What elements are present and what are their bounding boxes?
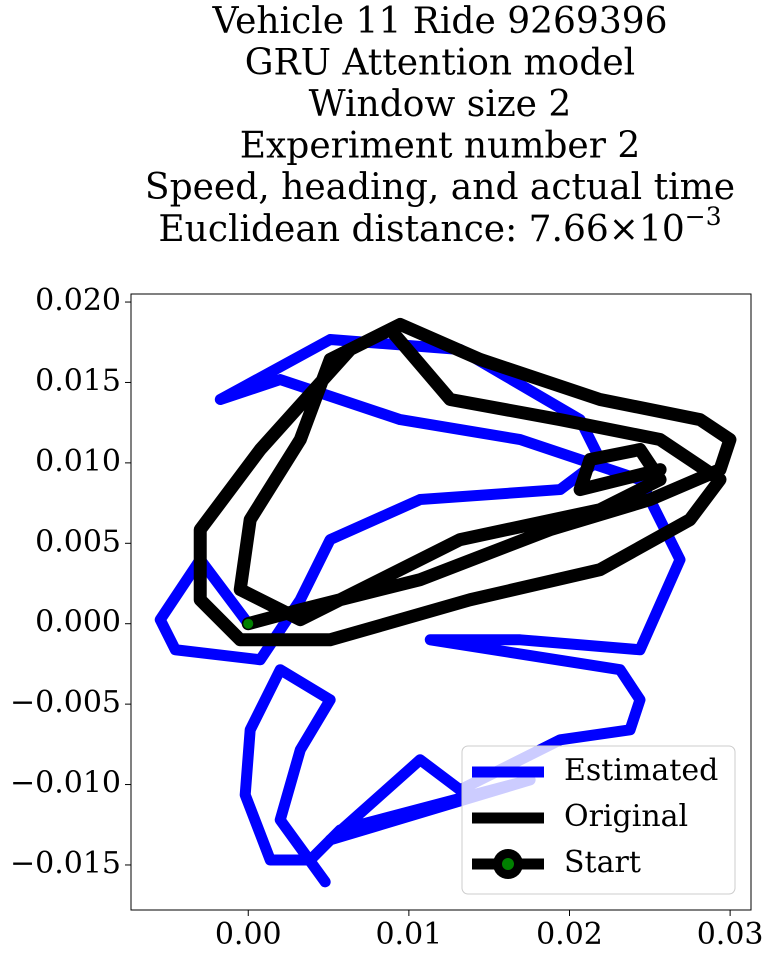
chart-subtitle: Euclidean distance: 7.66×10−3 (158, 202, 721, 251)
start-marker (242, 617, 255, 630)
y-tick-label: 0.010 (35, 444, 121, 479)
y-tick-label: 0.020 (35, 283, 121, 318)
chart-title: Vehicle 11 Ride 9269396 (211, 1, 667, 42)
legend-marker (502, 858, 514, 870)
x-tick-label: 0.01 (375, 917, 442, 952)
legend-label: Estimated (564, 753, 718, 788)
series-line (193, 317, 737, 647)
subtitle-text: Euclidean distance: 7.66×10 (158, 209, 684, 250)
y-tick-label: 0.015 (35, 363, 121, 398)
y-tick-label: −0.015 (10, 846, 121, 881)
legend-label: Original (564, 799, 688, 834)
plot-frame (130, 293, 752, 911)
chart-title: Window size 2 (309, 84, 572, 125)
chart-title: Speed, heading, and actual time (145, 167, 735, 208)
x-tick-label: 0.02 (536, 917, 603, 952)
subtitle-exponent: −3 (685, 202, 722, 231)
y-tick-label: 0.000 (35, 605, 121, 640)
x-tick-label: 0.03 (697, 917, 764, 952)
chart-title: Experiment number 2 (240, 126, 641, 167)
series-line (154, 334, 686, 888)
chart-title: GRU Attention model (245, 43, 635, 84)
legend-label: Start (564, 845, 641, 880)
y-tick-label: 0.005 (35, 524, 121, 559)
plot-area (154, 317, 737, 888)
legend-box (461, 745, 736, 895)
x-tick-label: 0.00 (215, 917, 282, 952)
y-tick-label: −0.005 (10, 685, 121, 720)
y-tick-label: −0.010 (10, 766, 121, 801)
